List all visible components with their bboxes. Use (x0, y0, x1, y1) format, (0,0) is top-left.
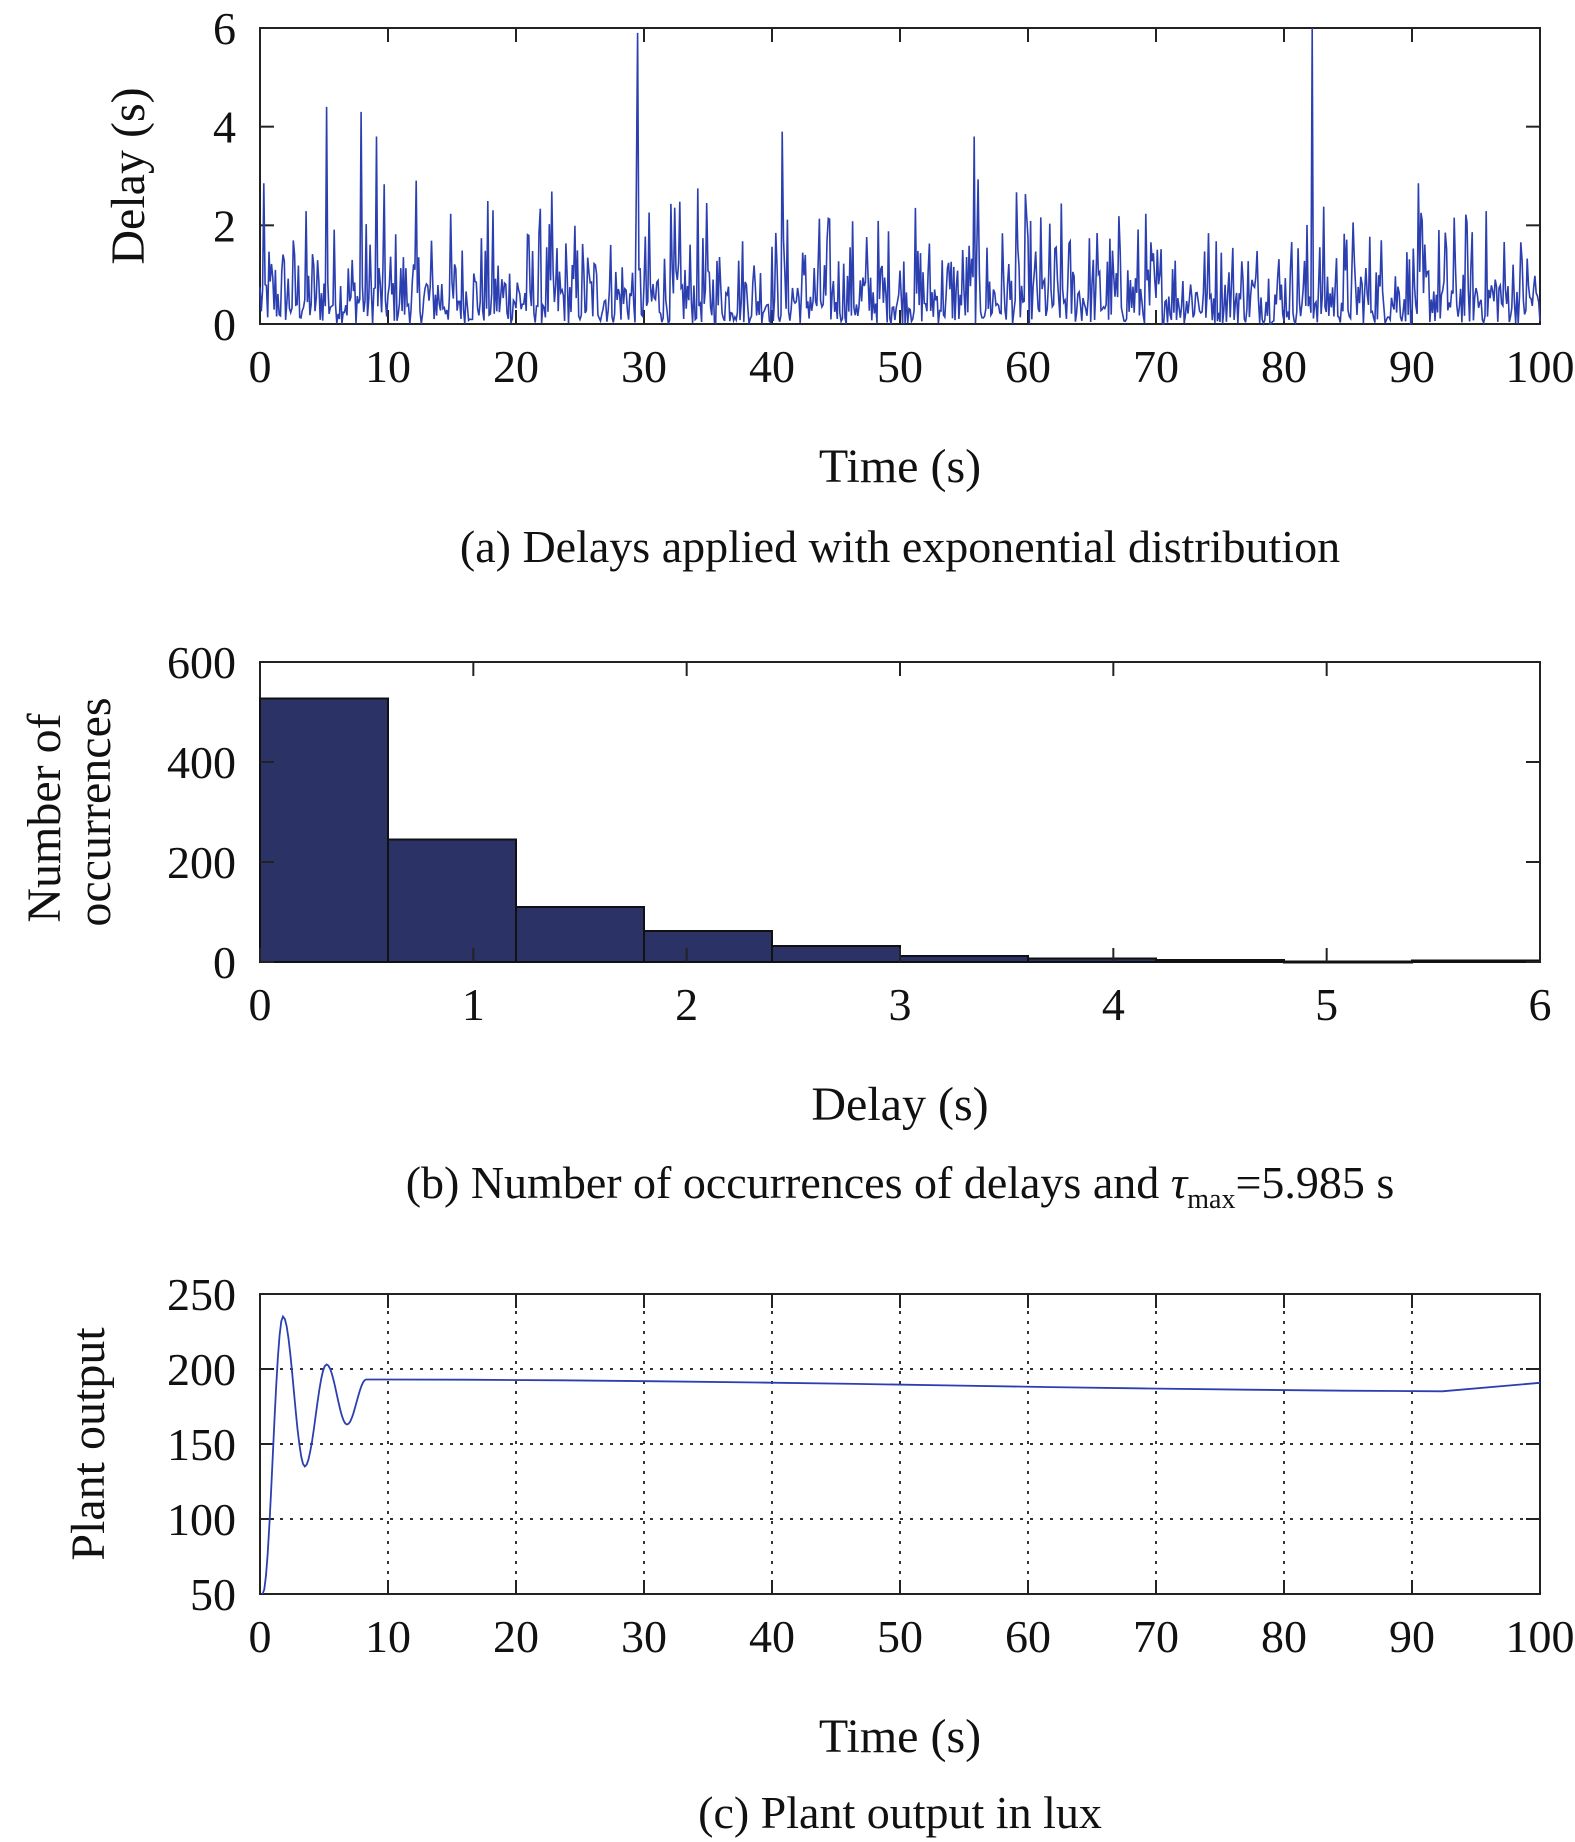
panel-b-xlabel: Delay (s) (811, 1078, 988, 1131)
panel-b-xtick-label: 1 (462, 979, 485, 1030)
panel-c-grid (260, 1294, 1540, 1594)
panel-c-xtick-label: 10 (365, 1611, 411, 1662)
panel-c-ytick-label: 200 (167, 1344, 236, 1395)
panel-b-bar (1411, 959, 1541, 963)
panel-b-caption-subscript: max (1187, 1184, 1235, 1215)
panel-a-ytick-label: 2 (213, 200, 236, 251)
panel-b-caption-prefix: (b) Number of occurrences of delays and (406, 1157, 1171, 1208)
panel-c-xtick-label: 60 (1005, 1611, 1051, 1662)
panel-c-ylabel: Plant output (62, 1327, 115, 1561)
panel-c-xtick-label: 30 (621, 1611, 667, 1662)
panel-b-bar (515, 906, 645, 963)
panel-a-xtick-label: 50 (877, 341, 923, 392)
panel-a-xtick-label: 100 (1506, 341, 1575, 392)
panel-b-ylabel-line1: Number of (18, 713, 71, 922)
panel-a-ytick-label: 0 (213, 299, 236, 350)
panel-c-ticks: 0 10 20 30 40 50 60 70 80 90 100 50 100 150 200 250 (167, 1269, 1575, 1662)
panel-b-ticks: 0 1 2 3 4 5 6 0 200 400 600 (167, 637, 1552, 1030)
panel-b-bar (1155, 959, 1285, 963)
panel-b-caption-symbol: τ (1171, 1157, 1189, 1208)
panel-a-ylabel: Delay (s) (102, 87, 155, 264)
panel-a-xtick-label: 40 (749, 341, 795, 392)
panel-b-ytick-label: 0 (213, 937, 236, 988)
panel-c-xtick-label: 20 (493, 1611, 539, 1662)
panel-b-ytick-label: 200 (167, 837, 236, 888)
panel-c-ytick-label: 250 (167, 1269, 236, 1320)
panel-a-ytick-label: 4 (213, 102, 236, 153)
panel-a-delay-line (259, 27, 1541, 326)
panel-b-caption: (b) Number of occurrences of delays and … (406, 1157, 1395, 1215)
panel-b-xtick-label: 5 (1315, 979, 1338, 1030)
panel-b-xtick-label: 2 (675, 979, 698, 1030)
panel-b-xtick-label: 0 (249, 979, 272, 1030)
panel-c-xtick-label: 80 (1261, 1611, 1307, 1662)
panel-b-bar (899, 955, 1029, 963)
panel-b-ytick-label: 600 (167, 637, 236, 688)
panel-b-ylabel-line2: occurrences (68, 697, 121, 926)
panel-c-plant-output: 0 10 20 30 40 50 60 70 80 90 100 50 100 150 200 250 Pla… (62, 1269, 1575, 1838)
panel-a-delay-timeseries: 0 10 20 30 40 50 60 70 80 90 100 0 2 4 6 Delay (s) Tim… (102, 3, 1575, 572)
panel-b-bars (259, 697, 1541, 964)
panel-a-xtick-label: 90 (1389, 341, 1435, 392)
panel-b-xtick-label: 6 (1529, 979, 1552, 1030)
panel-b-bar (643, 930, 773, 963)
panel-a-xlabel: Time (s) (819, 440, 981, 493)
panel-c-ytick-label: 100 (167, 1494, 236, 1545)
panel-c-xtick-label: 50 (877, 1611, 923, 1662)
panel-c-caption: (c) Plant output in lux (698, 1787, 1102, 1838)
panel-a-xtick-label: 0 (249, 341, 272, 392)
panel-a-series (259, 27, 1541, 326)
panel-a-xtick-label: 30 (621, 341, 667, 392)
panel-c-xtick-label: 40 (749, 1611, 795, 1662)
panel-c-output-line (261, 1314, 1541, 1595)
panel-c-xtick-label: 70 (1133, 1611, 1179, 1662)
panel-a-ticks: 0 10 20 30 40 50 60 70 80 90 100 0 2 4 6 (213, 3, 1575, 392)
panel-c-xtick-label: 0 (249, 1611, 272, 1662)
panel-b-caption-suffix: =5.985 s (1235, 1157, 1394, 1208)
panel-a-xtick-label: 60 (1005, 341, 1051, 392)
panel-c-series (261, 1314, 1541, 1595)
panel-a-xtick-label: 10 (365, 341, 411, 392)
panel-a-xtick-label: 70 (1133, 341, 1179, 392)
panel-b-ytick-label: 400 (167, 737, 236, 788)
panel-a-xtick-label: 20 (493, 341, 539, 392)
panel-b-bar (259, 697, 389, 963)
panel-a-ytick-label: 6 (213, 3, 236, 54)
panel-b-xtick-label: 4 (1102, 979, 1125, 1030)
panel-a-caption: (a) Delays applied with exponential dist… (460, 521, 1340, 572)
panel-b-xtick-label: 3 (889, 979, 912, 1030)
panel-b-bar (387, 838, 517, 963)
panel-c-ytick-label: 150 (167, 1419, 236, 1470)
panel-c-xtick-label: 90 (1389, 1611, 1435, 1662)
panel-a-xtick-label: 80 (1261, 341, 1307, 392)
panel-c-xlabel: Time (s) (819, 1710, 981, 1763)
panel-b-ylabel: Number of occurrences (18, 697, 121, 926)
panel-c-ytick-label: 50 (190, 1569, 236, 1620)
panel-b-bar (1283, 960, 1413, 964)
panel-c-xtick-label: 100 (1506, 1611, 1575, 1662)
panel-b-bar (1027, 957, 1157, 963)
panel-b-bar (771, 945, 901, 963)
